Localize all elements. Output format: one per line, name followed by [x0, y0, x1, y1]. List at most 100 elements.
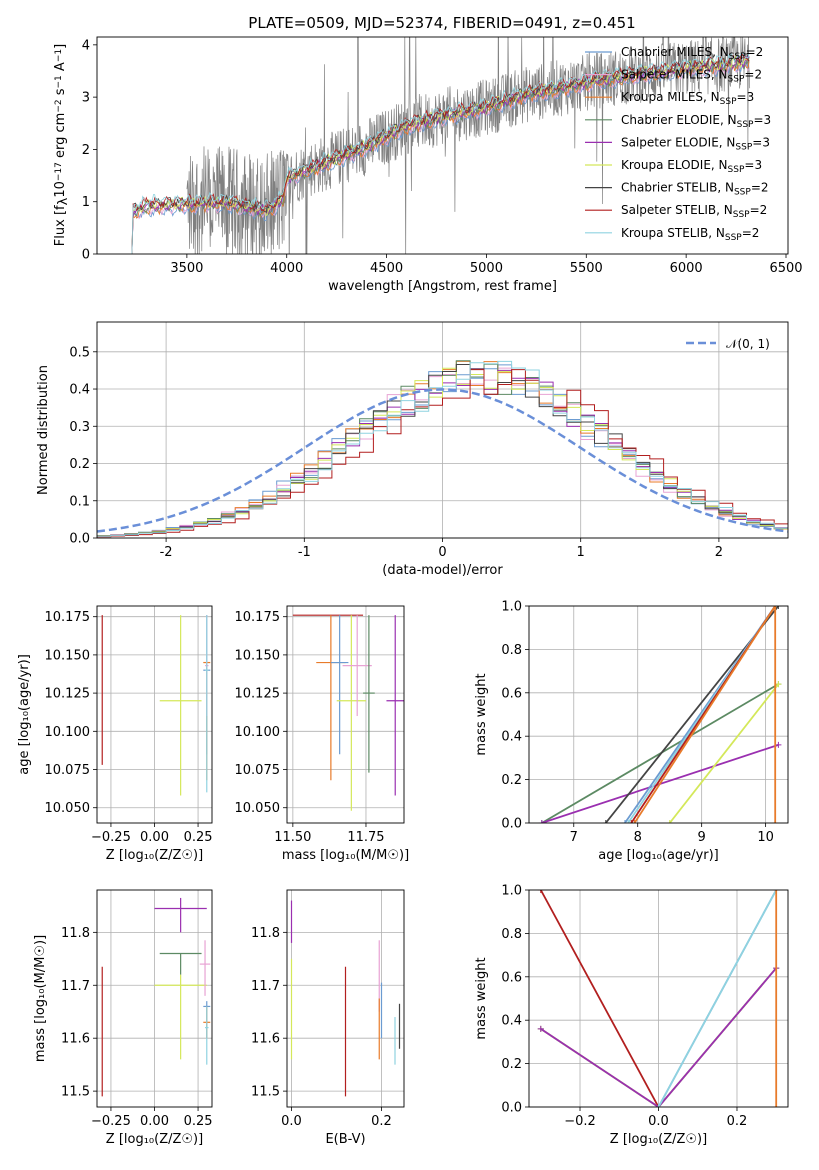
- y-tick-label: 10.050: [235, 801, 281, 816]
- x-tick-label: 2: [715, 545, 723, 560]
- x-tick-label: -1: [298, 545, 311, 560]
- legend-suffix: =2: [744, 68, 762, 82]
- legend-subscript: SSP: [735, 142, 752, 152]
- x-axis-label: E(B-V): [325, 1132, 365, 1147]
- residual-histogram-step: [97, 360, 788, 537]
- y-tick-label: 0.8: [501, 643, 522, 658]
- y-tick-label: 11.5: [61, 1085, 90, 1100]
- mass-weight-marker: [628, 820, 635, 823]
- y-tick-label: 10.150: [235, 648, 281, 663]
- legend-label: Salpeter ELODIE, N: [621, 135, 735, 149]
- x-axis-label: wavelength [Angstrom, rest frame]: [328, 279, 557, 294]
- x-tick-label: 0.00: [140, 1114, 169, 1129]
- mass-weight-marker: [775, 606, 782, 609]
- axes-frame: [96, 889, 213, 1108]
- legend-subscript: SSP: [733, 210, 750, 220]
- axes-frame: [96, 321, 789, 539]
- x-tick-label: 6500: [769, 261, 802, 276]
- y-tick-label: 4: [82, 38, 90, 53]
- mass-vs-extinction-plot: 0.0 0.2 11.5 11.6 11.7 11.8 E(B-V): [251, 889, 405, 1147]
- legend-suffix: =3: [744, 158, 762, 172]
- x-tick-label: 0.2: [371, 1114, 392, 1129]
- plot-area: [131, 37, 751, 254]
- x-tick-label: 5500: [570, 261, 603, 276]
- model-spectrum-line: [131, 56, 750, 254]
- mass-weight-marker: [655, 1104, 662, 1107]
- y-tick-label: 10.125: [235, 687, 281, 702]
- normal-distribution-curve: [97, 388, 788, 533]
- y-tick-label: 0.4: [501, 730, 522, 745]
- x-tick-label: 7: [570, 830, 578, 845]
- y-tick-label: 0.6: [501, 970, 522, 985]
- y-tick-label: 0.4: [501, 1014, 522, 1029]
- legend-suffix: =2: [750, 203, 768, 217]
- y-tick-label: 10.150: [45, 648, 91, 663]
- legend-label: Salpeter MILES, N: [621, 68, 728, 82]
- y-tick-label: 0.0: [69, 532, 90, 547]
- x-tick-label: −0.25: [91, 1114, 131, 1129]
- x-tick-label: 0.0: [281, 1114, 302, 1129]
- model-spectrum-line: [131, 53, 750, 254]
- mass-weight-marker: [775, 681, 782, 688]
- x-tick-label: 0.25: [184, 830, 213, 845]
- legend-suffix: =3: [752, 135, 770, 149]
- age-vs-metallicity-plot: −0.25 0.00 0.25 10.050 10.075 10.100 10.125 10.…: [17, 605, 213, 863]
- y-axis-label: mass weight: [474, 957, 489, 1039]
- legend-entry: Chabrier MILES, NSSP=2: [621, 45, 763, 62]
- y-axis-label-part: 10: [53, 181, 68, 198]
- mass-weight-marker: [775, 741, 782, 748]
- plot-area: [290, 900, 401, 1097]
- legend-entry: Kroupa MILES, NSSP=3: [621, 90, 754, 107]
- y-tick-label: 0.0: [501, 1101, 522, 1116]
- mass-weight-marker: [772, 820, 779, 823]
- y-axis-label: age [log₁₀(age/yr)]: [17, 654, 32, 775]
- legend-label: Salpeter STELIB, N: [621, 203, 733, 217]
- legend-entry: Salpeter STELIB, NSSP=2: [621, 203, 767, 220]
- legend-label: Chabrier STELIB, N: [621, 181, 734, 195]
- y-tick-label: 10.075: [45, 763, 91, 778]
- y-tick-label: 10.100: [45, 725, 91, 740]
- x-axis-label: age [log₁₀(age/yr)]: [598, 848, 719, 863]
- legend-entry: Chabrier ELODIE, NSSP=3: [621, 113, 771, 130]
- x-tick-label: 4500: [370, 261, 403, 276]
- x-tick-label: 11.75: [347, 830, 384, 845]
- y-tick-label: 11.8: [251, 926, 280, 941]
- legend-subscript: SSP: [728, 165, 745, 175]
- y-tick-label: 10.125: [45, 687, 91, 702]
- grid-lines: [529, 605, 788, 824]
- model-spectrum-line: [131, 52, 750, 254]
- y-tick-label: 0.4: [69, 383, 90, 398]
- x-tick-label: 3500: [170, 261, 203, 276]
- x-axis-label: (data-model)/error: [382, 563, 503, 578]
- legend-entry: Kroupa ELODIE, NSSP=3: [621, 158, 762, 175]
- y-tick-label: 10.175: [45, 610, 91, 625]
- x-tick-label: 9: [698, 830, 706, 845]
- plot-area: [537, 890, 780, 1107]
- x-tick-label: 0.00: [140, 830, 169, 845]
- mass-weight-line: [540, 890, 660, 1107]
- mass-weight-vs-age-plot: 7 8 9 10 0.0 0.2 0.4 0.6 0.8 1.0 age [log₁₀(age/yr…: [474, 600, 789, 863]
- x-tick-label: 11.50: [274, 830, 311, 845]
- y-axis-label-part: λ: [56, 197, 71, 205]
- y-tick-label: 0.3: [69, 420, 90, 435]
- legend-entry: 𝒩(0, 1): [726, 337, 770, 351]
- legend-subscript: SSP: [737, 119, 754, 129]
- x-axis-label: Z [log₁₀(Z/Z☉)]: [610, 1132, 707, 1147]
- y-tick-label: 0.1: [69, 494, 90, 509]
- y-tick-label: 1: [82, 195, 90, 210]
- x-tick-label: −0.2: [564, 1114, 596, 1129]
- y-tick-label: 0: [82, 248, 90, 263]
- legend: Chabrier MILES, NSSP=2 Salpeter MILES, N S…: [585, 45, 771, 242]
- x-tick-label: 6000: [670, 261, 703, 276]
- y-tick-label: 11.8: [61, 926, 90, 941]
- y-axis-label-part: ]: [53, 44, 68, 49]
- mass-weight-line: [668, 683, 780, 823]
- legend-subscript: SSP: [720, 97, 737, 107]
- y-tick-label: 3: [82, 91, 90, 106]
- y-axis-label-part: Flux [f: [53, 205, 68, 246]
- mass-weight-marker: [537, 890, 544, 893]
- y-axis-label-part: −17: [54, 162, 64, 181]
- y-tick-label: 11.6: [251, 1032, 280, 1047]
- mass-weight-line: [540, 967, 777, 1107]
